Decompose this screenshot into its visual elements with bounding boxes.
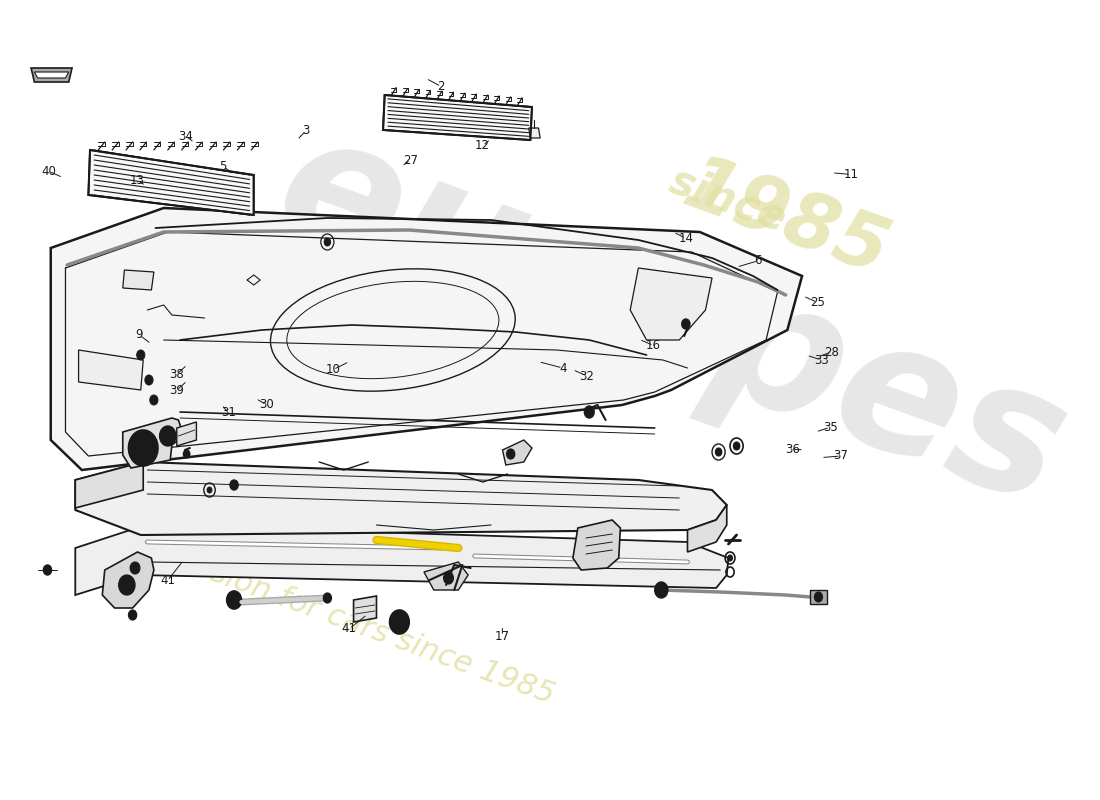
Text: 31: 31: [221, 406, 236, 419]
Circle shape: [584, 406, 594, 418]
Polygon shape: [88, 150, 254, 215]
Circle shape: [443, 572, 453, 584]
Text: europes: europes: [254, 97, 1088, 543]
Text: 41: 41: [160, 574, 175, 587]
Circle shape: [139, 443, 147, 453]
Text: 5: 5: [220, 160, 227, 173]
Circle shape: [507, 449, 515, 459]
Circle shape: [394, 615, 405, 629]
Circle shape: [119, 575, 135, 595]
Text: 11: 11: [844, 168, 858, 181]
Circle shape: [184, 450, 190, 458]
Polygon shape: [688, 505, 727, 552]
Text: 3: 3: [302, 124, 310, 137]
Text: 39: 39: [169, 384, 184, 397]
Polygon shape: [102, 552, 154, 608]
Text: 4: 4: [559, 362, 566, 374]
Text: 1985: 1985: [673, 149, 899, 291]
Text: since: since: [664, 159, 793, 241]
Text: 30: 30: [260, 398, 274, 411]
Circle shape: [43, 565, 52, 575]
Polygon shape: [529, 128, 540, 138]
Text: 10: 10: [326, 363, 341, 376]
Polygon shape: [573, 520, 620, 570]
Polygon shape: [123, 270, 154, 290]
Circle shape: [682, 319, 690, 329]
Polygon shape: [811, 590, 826, 604]
Polygon shape: [503, 440, 532, 465]
Polygon shape: [353, 596, 376, 622]
Text: 17: 17: [495, 630, 510, 642]
Circle shape: [715, 448, 722, 456]
Text: 27: 27: [403, 154, 418, 166]
Circle shape: [136, 350, 145, 360]
Circle shape: [164, 431, 172, 441]
Text: 36: 36: [784, 443, 800, 456]
Polygon shape: [75, 525, 728, 595]
Polygon shape: [75, 462, 143, 508]
Text: a passion for cars since 1985: a passion for cars since 1985: [129, 530, 559, 710]
Text: 32: 32: [580, 370, 594, 382]
Text: 34: 34: [178, 130, 192, 142]
Polygon shape: [31, 68, 72, 82]
Circle shape: [129, 430, 158, 466]
Text: 12: 12: [475, 139, 490, 152]
Circle shape: [160, 426, 176, 446]
Circle shape: [129, 610, 136, 620]
Circle shape: [654, 582, 668, 598]
Circle shape: [389, 610, 409, 634]
Text: 16: 16: [646, 339, 661, 352]
Text: 28: 28: [824, 346, 839, 358]
Circle shape: [814, 592, 823, 602]
Circle shape: [207, 487, 212, 493]
Polygon shape: [34, 72, 68, 78]
Text: 14: 14: [679, 232, 693, 245]
Text: 41: 41: [342, 622, 356, 635]
Circle shape: [133, 436, 153, 460]
Polygon shape: [78, 350, 143, 390]
Text: 2: 2: [438, 80, 444, 93]
Circle shape: [230, 595, 239, 605]
Circle shape: [145, 375, 153, 385]
Polygon shape: [383, 95, 532, 140]
Circle shape: [130, 562, 140, 574]
Text: 40: 40: [41, 165, 56, 178]
Polygon shape: [51, 208, 802, 470]
Text: 25: 25: [810, 296, 825, 309]
Text: 6: 6: [755, 254, 762, 267]
Polygon shape: [75, 462, 727, 535]
Text: 37: 37: [834, 450, 848, 462]
Circle shape: [227, 591, 241, 609]
Circle shape: [230, 480, 239, 490]
Polygon shape: [630, 268, 712, 340]
Polygon shape: [424, 562, 469, 590]
Circle shape: [727, 555, 733, 561]
Circle shape: [323, 593, 331, 603]
Text: 38: 38: [169, 368, 184, 381]
Circle shape: [324, 238, 331, 246]
Polygon shape: [123, 418, 182, 468]
Circle shape: [150, 395, 158, 405]
Circle shape: [734, 442, 740, 450]
Text: 35: 35: [823, 421, 837, 434]
Text: 33: 33: [814, 354, 828, 366]
Text: 13: 13: [130, 174, 144, 186]
Text: 9: 9: [135, 328, 142, 341]
Polygon shape: [177, 422, 197, 446]
